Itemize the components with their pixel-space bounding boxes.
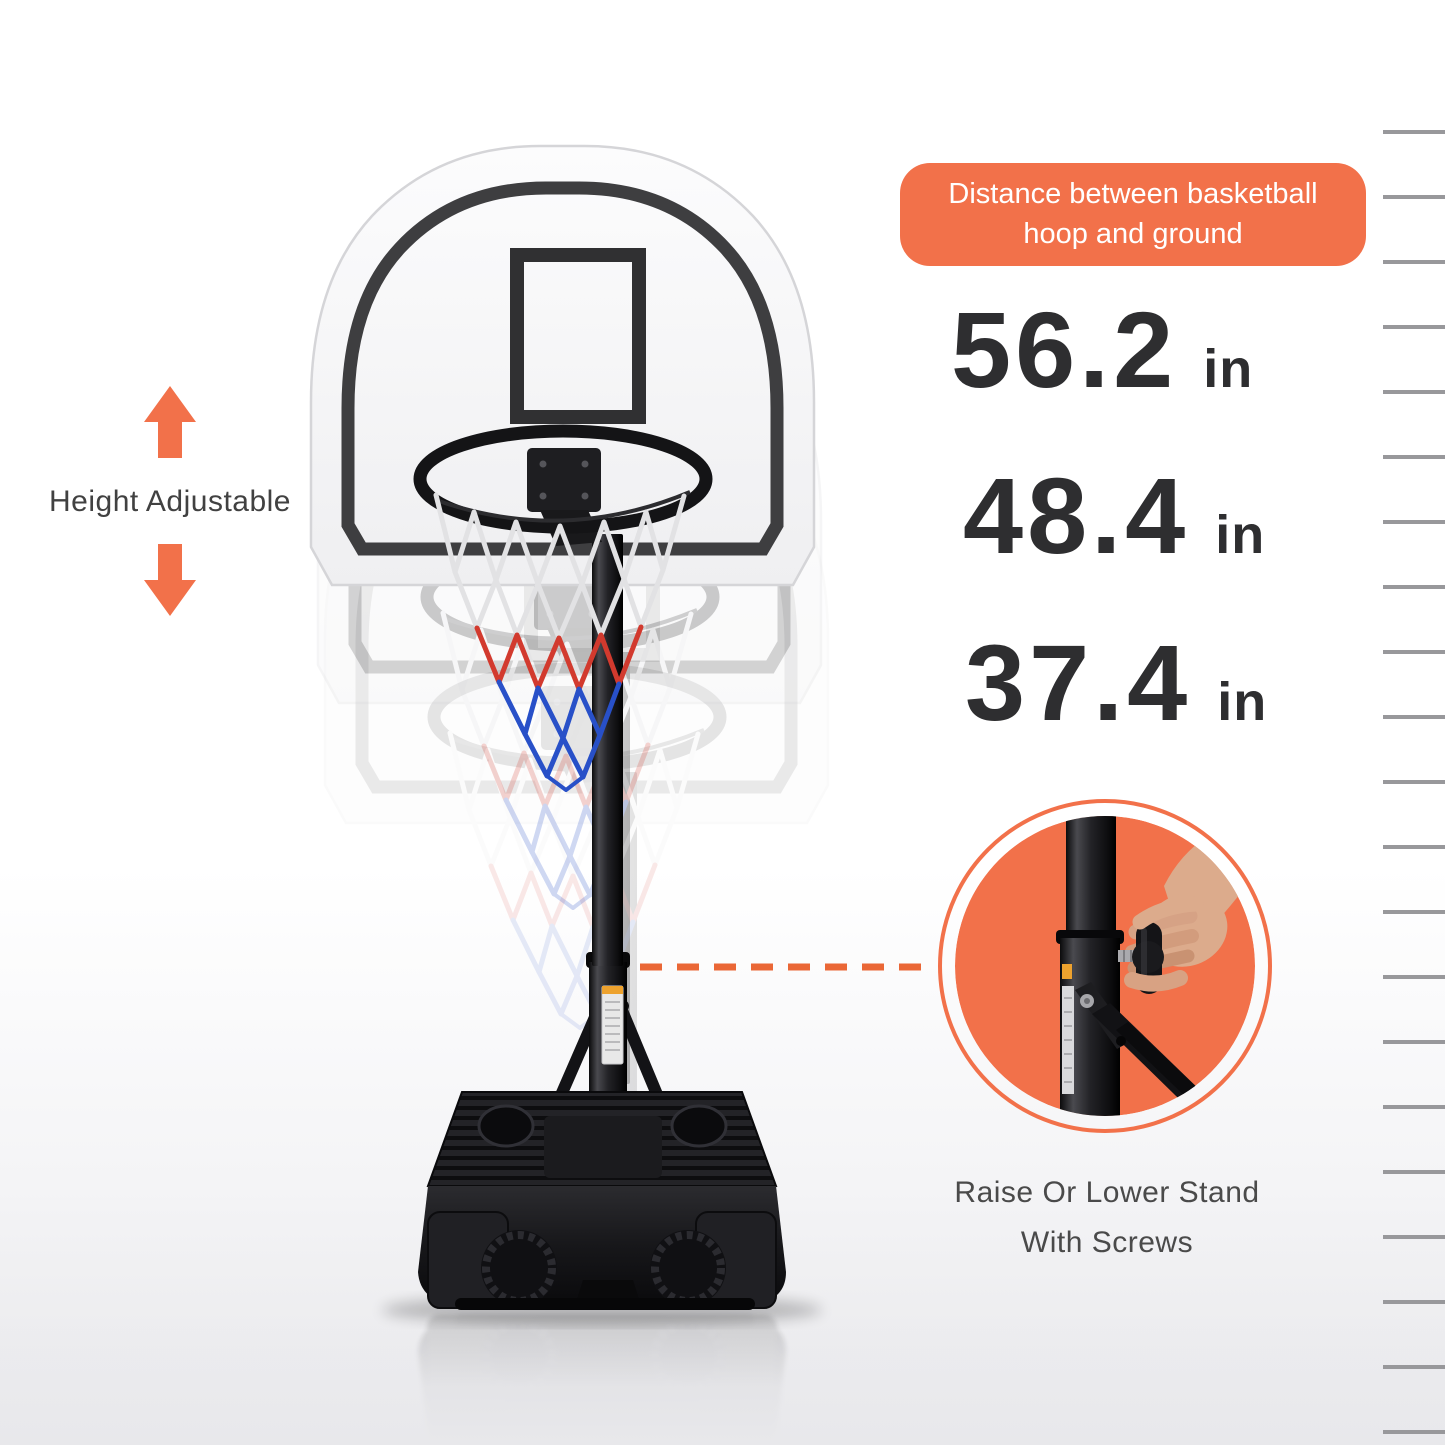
ruler-tick [1383, 585, 1445, 589]
ruler-tick [1383, 455, 1445, 459]
measurement-row-2: 48.4 in [963, 462, 1265, 570]
ruler-tick [1383, 1235, 1445, 1239]
measurement-row-1: 56.2 in [951, 296, 1253, 404]
index-finger [1132, 896, 1204, 930]
measurement-value: 56.2 [951, 289, 1178, 410]
measurement-unit: in [1217, 672, 1268, 732]
ruler-ticks [1383, 130, 1445, 1442]
measurement-value: 37.4 [965, 622, 1192, 743]
pole-and-base [418, 952, 786, 1310]
inset-caption-line1: Raise Or Lower Stand [954, 1176, 1260, 1209]
thumb [1124, 970, 1188, 992]
ruler-tick [1383, 780, 1445, 784]
distance-banner: Distance between basketball hoop and gro… [900, 163, 1366, 266]
height-adjustable-label: Height Adjustable [49, 485, 291, 518]
ruler-tick [1383, 1105, 1445, 1109]
ruler-tick [1383, 1430, 1445, 1434]
ruler-tick [1383, 1040, 1445, 1044]
ruler-tick [1383, 715, 1445, 719]
zoom-circle-ring [938, 799, 1272, 1133]
measurement-unit: in [1203, 339, 1254, 399]
measurement-unit: in [1215, 505, 1266, 565]
ruler-tick [1383, 1365, 1445, 1369]
up-arrow-icon [144, 386, 196, 458]
ruler-tick [1383, 910, 1445, 914]
inset-caption: Raise Or Lower Stand With Screws [927, 1168, 1287, 1268]
ruler-tick [1383, 975, 1445, 979]
ruler-tick [1383, 260, 1445, 264]
ruler-tick [1383, 1300, 1445, 1304]
distance-banner-text: Distance between basketball hoop and gro… [948, 178, 1318, 250]
ruler-tick [1383, 325, 1445, 329]
inset-caption-line2: With Screws [1020, 1226, 1194, 1259]
ruler-tick [1383, 1170, 1445, 1174]
measurement-row-3: 37.4 in [965, 629, 1267, 737]
ruler-tick [1383, 520, 1445, 524]
ruler-tick [1383, 130, 1445, 134]
detail-zoom-circle [938, 799, 1272, 1133]
ruler-tick [1383, 390, 1445, 394]
ruler-tick [1383, 845, 1445, 849]
ruler-tick [1383, 650, 1445, 654]
down-arrow-icon [144, 544, 196, 616]
measurement-value: 48.4 [963, 455, 1190, 576]
ruler-tick [1383, 195, 1445, 199]
